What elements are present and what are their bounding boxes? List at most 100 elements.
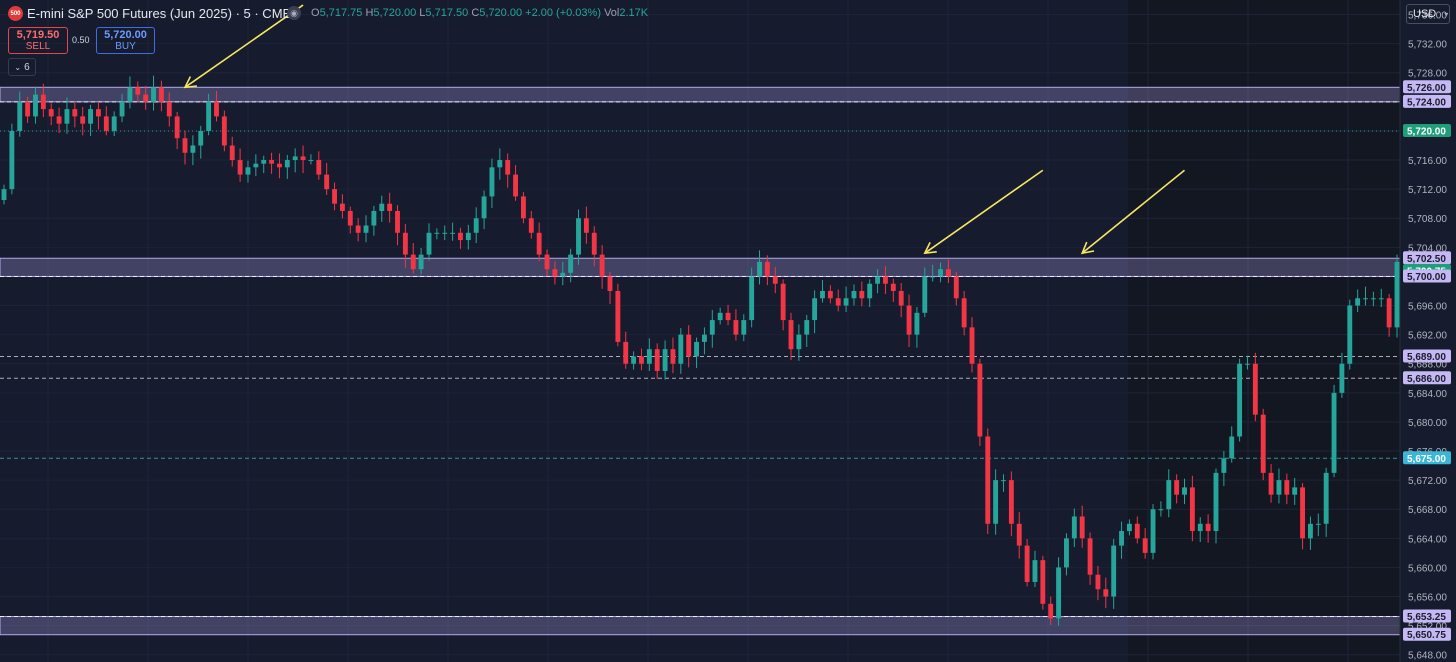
- candle-body: [741, 320, 747, 335]
- candle-body: [1016, 523, 1022, 546]
- annotation-arrow-arrow-top-left: [184, 4, 304, 88]
- y-tick-label: 5,728.00: [1408, 69, 1447, 80]
- candle-body: [953, 276, 959, 299]
- price-label-bg: [1403, 94, 1451, 108]
- candle-body: [851, 290, 857, 299]
- candle-body: [772, 276, 778, 284]
- session-shade: [1128, 0, 1400, 662]
- candle-body: [339, 203, 345, 211]
- candle-body: [25, 101, 31, 117]
- candle-body: [355, 225, 361, 233]
- candle-body: [371, 210, 377, 226]
- candle-body: [308, 160, 314, 162]
- open-value: 5,717.75: [319, 7, 363, 19]
- candle-body: [1276, 480, 1282, 495]
- symbol-logo: 500: [8, 6, 23, 21]
- candle-body: [395, 210, 400, 233]
- candle-body: [1307, 523, 1313, 539]
- candle-body: [1174, 480, 1180, 495]
- high-label: H: [365, 7, 374, 19]
- candle-body: [843, 298, 849, 306]
- candle-body: [883, 276, 888, 284]
- candle-body: [930, 276, 936, 278]
- candle-body: [875, 276, 881, 284]
- candle-body: [1134, 523, 1140, 539]
- candle-body: [764, 261, 770, 277]
- candle-body: [1111, 545, 1117, 597]
- candle-body: [922, 276, 928, 313]
- eye-icon[interactable]: ◉: [287, 6, 301, 20]
- y-tick-label: 5,732.00: [1408, 40, 1447, 51]
- candle-body: [733, 320, 739, 335]
- y-tick-label: 5,668.00: [1408, 505, 1447, 516]
- price-label: 5,650.75: [1407, 630, 1446, 641]
- ohlc-legend: O5,717.75 H5,720.00 L5,717.50 C5,720.00 …: [311, 7, 648, 19]
- chevron-down-icon: ▾: [1444, 9, 1449, 19]
- y-tick-label: 5,664.00: [1408, 534, 1447, 545]
- price-label: 5,726.00: [1407, 83, 1446, 94]
- candle-body: [820, 290, 825, 299]
- price-label: 5,689.00: [1407, 352, 1446, 363]
- volume-value: 2.17K: [619, 7, 649, 19]
- price-label: 5,720.00: [1407, 126, 1446, 137]
- candle-body: [1197, 523, 1203, 532]
- candle-body: [1126, 523, 1132, 532]
- candle-body: [662, 349, 668, 372]
- candle-body: [182, 138, 188, 153]
- price-label-bg: [1403, 627, 1451, 641]
- candle-body: [1071, 516, 1077, 539]
- arrow-head: [923, 242, 937, 255]
- currency-selector[interactable]: USD ▾: [1406, 4, 1450, 24]
- y-tick-label: 5,704.00: [1408, 243, 1447, 254]
- candle-body: [607, 276, 613, 291]
- y-tick-label: 5,652.00: [1408, 622, 1447, 633]
- currency-label: USD: [1413, 8, 1437, 20]
- candle-body: [379, 203, 385, 211]
- candle-body: [151, 87, 156, 102]
- candle-body: [1150, 509, 1156, 553]
- candle-body: [206, 101, 212, 131]
- candle-body: [198, 130, 204, 146]
- close-value: 5,720.00: [479, 7, 523, 19]
- y-tick-label: 5,736.00: [1408, 11, 1447, 22]
- candle-body: [135, 87, 141, 95]
- candle-body: [1284, 480, 1290, 495]
- candle-body: [1386, 298, 1392, 328]
- zone-rectangle: [0, 257, 1401, 277]
- candle-body: [277, 163, 282, 168]
- candle-body: [583, 218, 589, 233]
- candle-body: [1268, 472, 1274, 495]
- candle-body: [72, 109, 78, 117]
- annotation-arrow-arrow-mid-2: [1081, 169, 1186, 254]
- candle-body: [127, 87, 133, 102]
- low-label: L: [419, 7, 426, 19]
- symbol-title[interactable]: E-mini S&P 500 Futures (Jun 2025) · 5 · …: [27, 6, 292, 21]
- sell-button[interactable]: 5,719.50 SELL: [8, 27, 68, 54]
- candle-body: [615, 290, 621, 342]
- candle-body: [552, 269, 558, 277]
- candle-body: [1300, 487, 1305, 539]
- candle-body: [1142, 538, 1148, 553]
- candle-body: [442, 232, 448, 234]
- candle-body: [481, 196, 487, 219]
- candle-body: [631, 356, 637, 364]
- candle-body: [725, 312, 731, 321]
- candle-body: [1260, 414, 1266, 473]
- candle-body: [867, 283, 873, 299]
- change-value: +2.00 (+0.03%): [525, 7, 601, 19]
- candle-body: [402, 232, 408, 255]
- candle-body: [103, 116, 109, 131]
- candle-body: [324, 174, 330, 190]
- candle-body: [1001, 480, 1006, 482]
- candle-body: [96, 109, 101, 117]
- candle-body: [1252, 363, 1258, 415]
- buy-button[interactable]: 5,720.00 BUY: [96, 27, 155, 54]
- candle-body: [835, 298, 841, 306]
- candle-body: [1221, 458, 1227, 473]
- indicators-toggle[interactable]: ⌄ 6: [8, 58, 36, 76]
- sell-label: SELL: [25, 41, 51, 52]
- candle-body: [64, 109, 70, 124]
- candle-body: [914, 312, 920, 335]
